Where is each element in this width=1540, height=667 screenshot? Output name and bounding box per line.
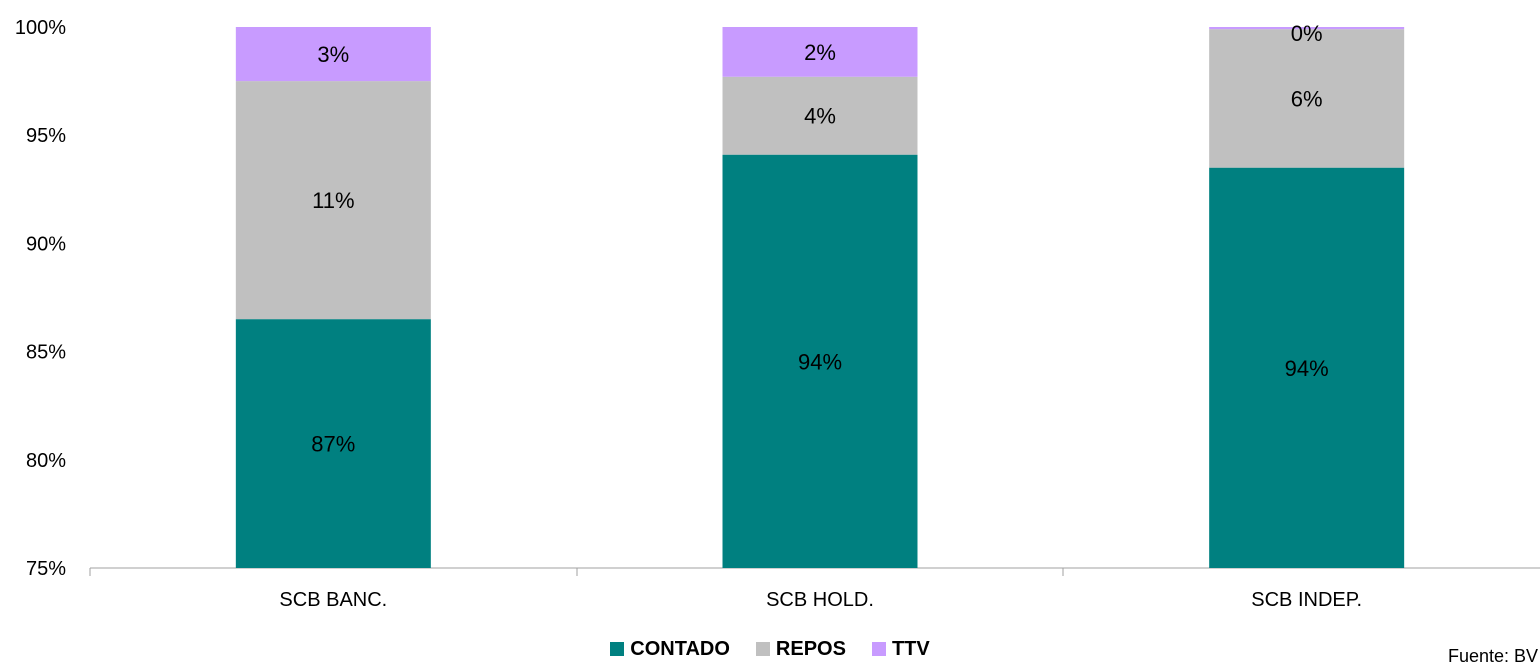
bar-segment-repos xyxy=(1209,29,1405,168)
category-label: SCB BANC. xyxy=(279,589,387,611)
legend-swatch xyxy=(610,642,625,656)
bars xyxy=(235,27,1405,568)
data-label: 94% xyxy=(1285,356,1329,381)
bar-segment-ttv xyxy=(1209,27,1405,30)
legend-item: CONTADO xyxy=(610,638,730,661)
legend-swatch xyxy=(871,642,886,656)
y-tick-label: 80% xyxy=(26,450,66,472)
bar-segment-contado xyxy=(722,154,918,568)
data-label: 3% xyxy=(317,42,349,67)
legend-swatch xyxy=(755,642,770,656)
legend: CONTADO REPOS TTV xyxy=(0,636,1540,662)
y-tick-label: 95% xyxy=(26,125,66,147)
bar-segment-contado xyxy=(235,319,431,568)
data-label: 0% xyxy=(1291,21,1323,46)
legend-label: REPOS xyxy=(775,637,846,660)
bar-segment-contado xyxy=(1209,167,1405,568)
data-label: 11% xyxy=(312,188,354,213)
category-label: SCB INDEP. xyxy=(1251,589,1362,611)
y-tick-label: 100% xyxy=(15,17,66,39)
source-note: Fuente: BV xyxy=(1448,646,1539,666)
y-tick-label: 75% xyxy=(26,558,66,580)
bar-segment-ttv xyxy=(722,27,918,77)
category-label: SCB HOLD. xyxy=(766,589,874,611)
y-tick-label: 90% xyxy=(26,233,66,255)
category-labels: SCB BANC. SCB HOLD. SCB INDEP. xyxy=(279,589,1362,611)
data-label: 2% xyxy=(804,40,836,65)
legend-label: CONTADO xyxy=(630,637,730,660)
bar-segment-repos xyxy=(235,81,431,320)
data-label: 4% xyxy=(804,104,836,129)
legend-label: TTV xyxy=(891,637,930,660)
data-label: 87% xyxy=(311,432,355,457)
bar-segment-repos xyxy=(722,76,918,155)
data-labels: 87% 11% 3% 94% 4% 2% 94% 6% 0% xyxy=(311,21,1328,457)
legend-item: TTV xyxy=(871,637,930,661)
y-axis-tick-labels: 75% 80% 85% 90% 95% 100% xyxy=(15,17,66,580)
legend-item: REPOS xyxy=(755,637,846,661)
x-axis-ticks xyxy=(89,568,1064,576)
data-label: 6% xyxy=(1291,86,1323,111)
bar-segment-ttv xyxy=(235,27,431,82)
y-tick-label: 85% xyxy=(26,342,66,364)
data-label: 94% xyxy=(798,349,842,374)
